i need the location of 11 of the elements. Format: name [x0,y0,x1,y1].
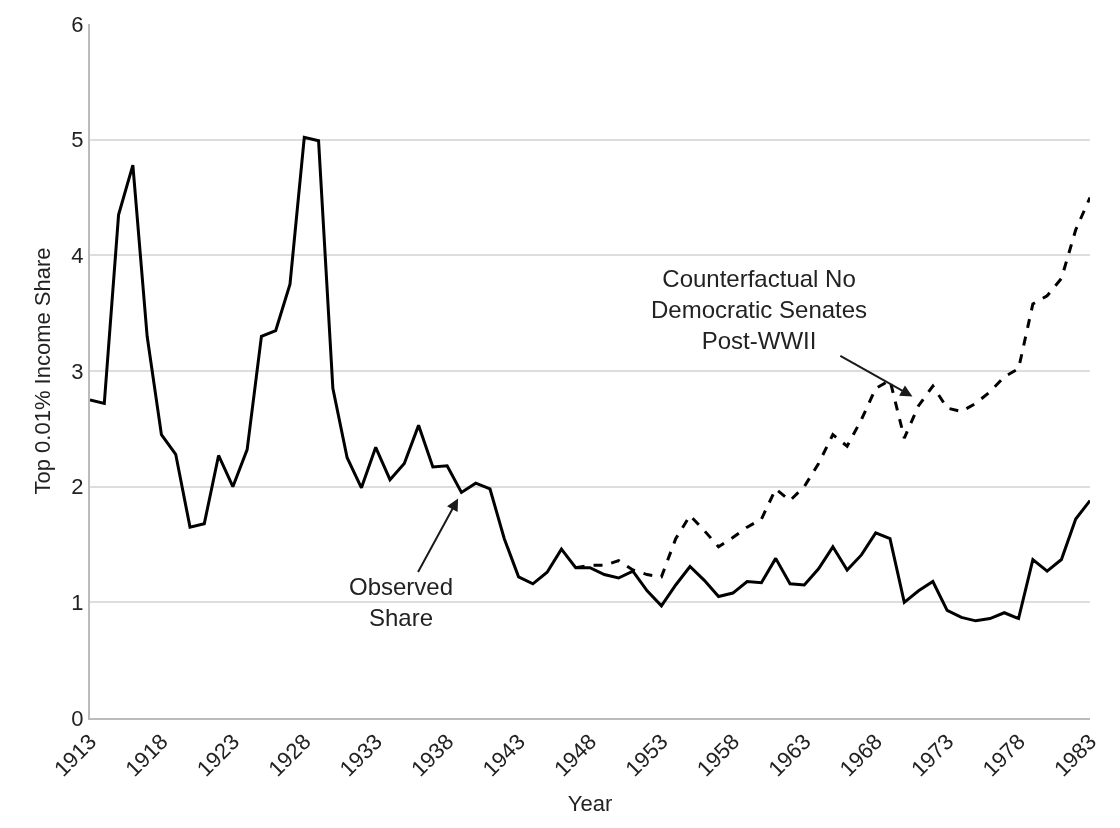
y-tick-label: 6 [71,11,84,37]
annotation: Observed Share [349,573,454,632]
y-tick-label: 3 [71,358,84,384]
x-axis-title: Year [567,790,613,816]
y-tick-label: 4 [71,243,84,269]
y-tick-label: 0 [71,705,84,731]
y-axis-title: Top 0.01% Income Share [29,247,55,495]
y-tick-label: 1 [71,590,84,616]
annotation: Counterfactual No Democratic Senates Post-WWII [651,265,868,355]
y-tick-label: 5 [71,127,84,153]
y-tick-label: 2 [71,474,84,500]
